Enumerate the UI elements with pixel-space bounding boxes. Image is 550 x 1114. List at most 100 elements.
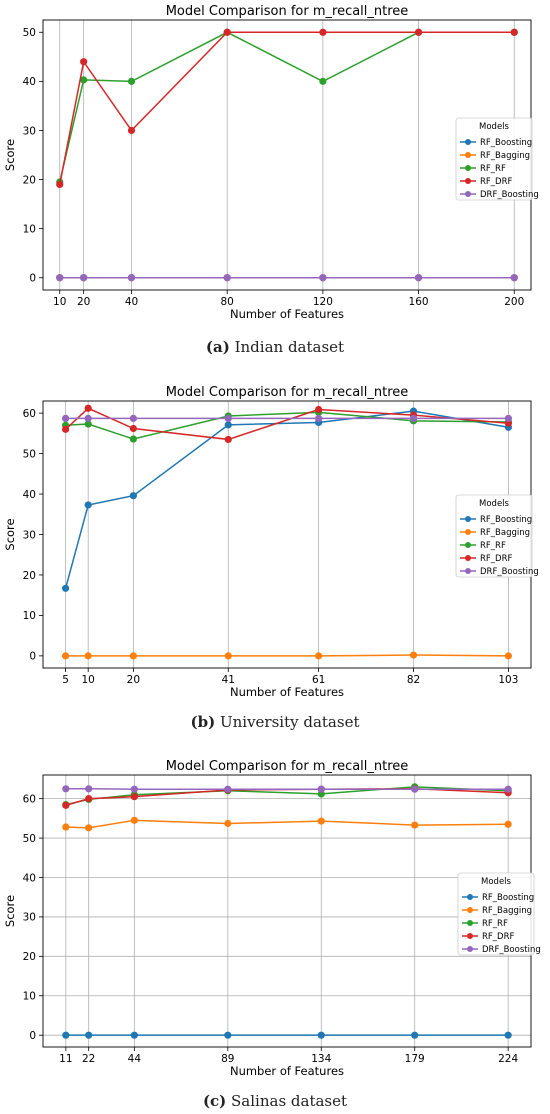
legend-swatch-marker xyxy=(467,907,473,913)
x-tick-label: 20 xyxy=(127,674,140,686)
y-tick-label: 30 xyxy=(23,125,36,137)
x-tick-label: 20 xyxy=(77,296,90,308)
data-point-RF_Boosting xyxy=(504,1031,512,1039)
x-tick-label: 5 xyxy=(62,674,69,686)
data-point-RF_Boosting xyxy=(85,1031,93,1039)
caption-text: University dataset xyxy=(215,713,359,731)
data-point-DRF_Boosting xyxy=(85,785,93,793)
data-point-RF_Bagging xyxy=(62,823,70,831)
data-point-DRF_Boosting xyxy=(504,785,512,793)
data-point-DRF_Boosting xyxy=(84,414,92,422)
data-point-RF_Bagging xyxy=(315,652,323,660)
y-tick-label: 50 xyxy=(23,27,36,39)
data-point-RF_Bagging xyxy=(130,816,138,824)
data-point-DRF_Boosting xyxy=(61,414,70,422)
caption-letter: (c) xyxy=(203,1092,226,1110)
x-tick-label: 80 xyxy=(221,296,234,308)
x-axis-label: Number of Features xyxy=(230,685,344,699)
y-tick-label: 30 xyxy=(23,529,36,541)
caption-letter: (a) xyxy=(206,338,230,356)
data-point-DRF_Boosting xyxy=(319,274,327,282)
y-axis-label: Score xyxy=(3,139,17,171)
legend-entry: RF_RF xyxy=(480,164,506,174)
legend-swatch-marker xyxy=(465,139,471,145)
y-tick-label: 20 xyxy=(23,570,36,582)
data-point-RF_Boosting xyxy=(317,1031,325,1039)
y-tick-label: 20 xyxy=(23,174,36,186)
data-point-RF_Bagging xyxy=(224,819,232,828)
legend-swatch-marker xyxy=(465,529,471,535)
data-point-RF_Bagging xyxy=(129,652,137,660)
data-point-DRF_Boosting xyxy=(510,274,518,282)
data-point-RF_DRF xyxy=(84,404,92,412)
y-axis-label: Score xyxy=(3,518,17,550)
caption-text: Salinas dataset xyxy=(226,1092,347,1110)
x-tick-label: 40 xyxy=(125,296,138,308)
legend-swatch-marker xyxy=(465,542,471,548)
legend-title: Models xyxy=(479,122,510,132)
x-tick-label: 200 xyxy=(504,296,524,308)
data-point-RF_DRF xyxy=(80,58,88,66)
data-point-RF_Boosting xyxy=(411,1031,419,1039)
x-tick-label: 82 xyxy=(407,674,420,686)
data-point-RF_RF xyxy=(129,435,137,443)
legend-title: Models xyxy=(479,499,510,509)
y-tick-label: 40 xyxy=(23,76,36,88)
data-point-DRF_Boosting xyxy=(130,785,138,793)
data-point-RF_Boosting xyxy=(224,1031,232,1039)
legend: Models RF_Boosting RF_Bagging RF_RF RF_DRF DR… xyxy=(457,872,541,956)
data-point-RF_DRF xyxy=(224,435,232,444)
legend-entry: DRF_Boosting xyxy=(482,945,541,955)
data-point-RF_Bagging xyxy=(61,652,70,660)
data-point-DRF_Boosting xyxy=(62,785,70,793)
data-point-RF_RF xyxy=(80,76,88,84)
chart-title: Model Comparison for m_recall_ntree xyxy=(166,759,409,774)
data-point-RF_Boosting xyxy=(224,421,232,429)
data-point-RF_Boosting xyxy=(84,501,92,509)
data-point-RF_RF xyxy=(127,77,136,85)
legend-swatch-marker xyxy=(465,191,471,197)
data-point-DRF_Boosting xyxy=(127,274,136,282)
data-point-RF_DRF xyxy=(414,28,423,36)
data-point-RF_Boosting xyxy=(130,1031,138,1039)
legend-entry: DRF_Boosting xyxy=(480,190,539,200)
y-tick-label: 20 xyxy=(23,951,36,963)
data-point-RF_DRF xyxy=(85,795,93,803)
legend-box xyxy=(457,872,535,956)
x-tick-label: 103 xyxy=(498,674,518,686)
x-axis-label: Number of Features xyxy=(230,1064,344,1078)
legend-swatch-marker xyxy=(465,516,471,522)
data-point-RF_Boosting xyxy=(61,584,70,592)
x-tick-label: 44 xyxy=(128,1053,142,1065)
series-line-RF_RF xyxy=(59,31,515,183)
legend-swatch-marker xyxy=(465,568,471,574)
caption-text: Indian dataset xyxy=(230,338,344,356)
data-point-RF_DRF xyxy=(130,793,138,801)
data-point-DRF_Boosting xyxy=(56,274,64,282)
y-tick-label: 50 xyxy=(23,833,36,845)
data-point-RF_Bagging xyxy=(504,652,513,660)
chart-title: Model Comparison for m_recall_ntree xyxy=(166,385,409,400)
x-tick-label: 22 xyxy=(82,1053,95,1065)
figure-caption: (a) Indian dataset xyxy=(206,338,344,356)
legend-box xyxy=(455,494,533,578)
data-point-DRF_Boosting xyxy=(504,414,513,422)
chart-panel-3: 11 22 44 89 134 179 224 0 10 20 30 40 50 60 Model Comp… xyxy=(3,759,541,1110)
y-tick-label: 60 xyxy=(23,408,36,420)
x-tick-label: 224 xyxy=(498,1053,518,1065)
data-point-RF_DRF xyxy=(127,126,136,135)
legend-entry: RF_DRF xyxy=(480,177,512,187)
y-axis-label: Score xyxy=(3,895,17,927)
y-tick-label: 40 xyxy=(23,872,36,884)
data-point-RF_DRF xyxy=(315,405,323,414)
x-tick-label: 120 xyxy=(313,296,333,308)
data-point-DRF_Boosting xyxy=(409,414,418,422)
chart-panel-2: 5 10 20 41 61 82 103 0 10 20 30 40 50 60 Model Compari… xyxy=(3,385,539,731)
data-point-RF_Bagging xyxy=(84,652,92,660)
legend-entry: RF_RF xyxy=(482,919,508,929)
data-point-DRF_Boosting xyxy=(129,414,137,422)
y-tick-label: 50 xyxy=(23,448,36,460)
data-point-RF_DRF xyxy=(319,28,327,36)
legend-swatch-marker xyxy=(465,152,471,158)
